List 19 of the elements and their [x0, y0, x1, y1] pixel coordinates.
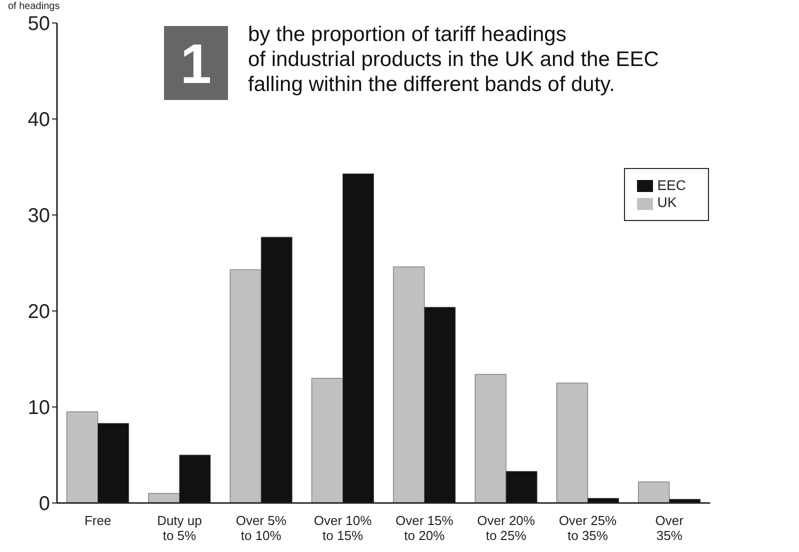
y-tick-label: 0 — [38, 493, 50, 516]
x-tick-label: Free — [84, 513, 112, 528]
x-tick-label: Over 25% to 35% — [558, 513, 618, 543]
legend-label: UK — [657, 194, 677, 210]
text: by the proportion of tariff headings of industrial products in the UK and the EEC falling within the different bands of duty. — [248, 22, 659, 97]
y-tick-label: 50 — [28, 13, 50, 36]
x-tick-label: Over 20% to 25% — [477, 513, 536, 543]
y-tick-label: 10 — [28, 397, 50, 420]
y-axis-title: of headings — [8, 1, 60, 12]
number-badge-icon: 1 — [164, 26, 228, 100]
x-tick-label: Over 10% to 15% — [314, 513, 372, 543]
x-tick-label: Over 35% — [655, 513, 684, 543]
y-tick-label: 20 — [28, 301, 50, 324]
y-tick-label: 30 — [28, 205, 50, 228]
x-tick-label: Duty up to 5% — [157, 513, 202, 543]
y-tick-label: 40 — [28, 109, 50, 132]
x-tick-label: Over 15% to 20% — [396, 513, 454, 543]
x-tick-label: Over 5% to 10% — [236, 513, 287, 543]
legend-label: EEC — [657, 177, 686, 193]
